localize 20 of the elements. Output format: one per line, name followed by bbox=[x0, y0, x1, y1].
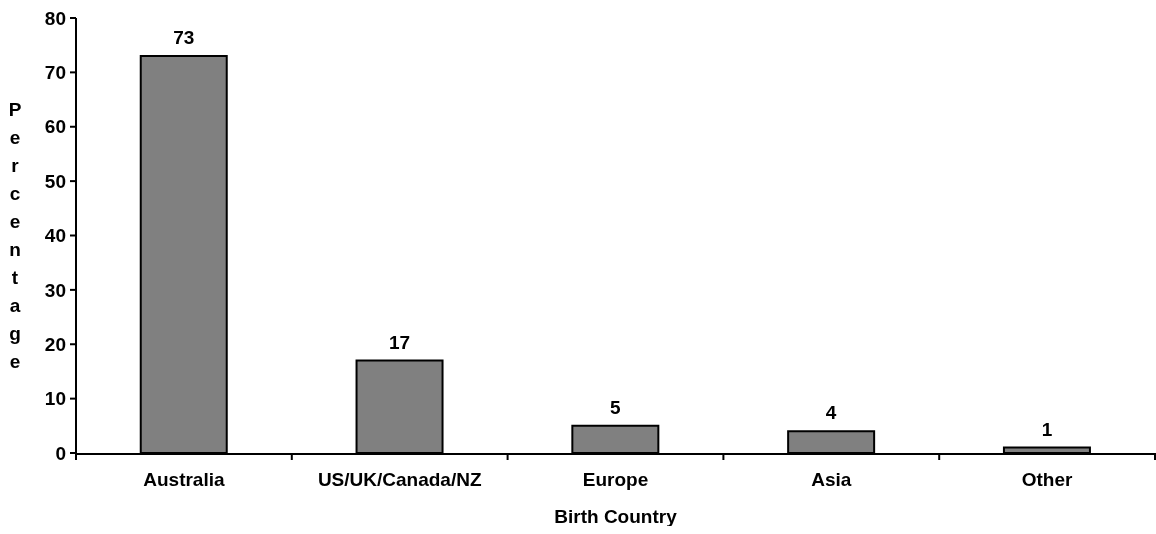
x-tick-label: US/UK/Canada/NZ bbox=[317, 469, 482, 491]
y-tick-label: 10 bbox=[44, 388, 66, 410]
y-tick-label: 80 bbox=[44, 7, 66, 29]
y-tick-label: 70 bbox=[44, 62, 66, 84]
data-label: 17 bbox=[388, 331, 411, 353]
x-tick-label: Europe bbox=[582, 469, 649, 491]
y-tick-label: 20 bbox=[44, 333, 66, 355]
data-label: 5 bbox=[610, 396, 622, 418]
data-label: 4 bbox=[825, 402, 837, 424]
data-label: 73 bbox=[173, 27, 195, 49]
x-tick-label: Australia bbox=[143, 469, 225, 491]
y-tick-label: 0 bbox=[55, 442, 66, 464]
x-tick-label: Asia bbox=[811, 469, 852, 491]
data-label: 1 bbox=[1041, 418, 1053, 440]
y-tick-label: 50 bbox=[44, 170, 66, 192]
x-tick-label: Other bbox=[1021, 469, 1074, 491]
y-tick-label: 60 bbox=[44, 116, 66, 138]
y-tick-label: 30 bbox=[44, 279, 66, 301]
y-tick-label: 40 bbox=[44, 225, 66, 247]
text: Percentage bbox=[8, 99, 22, 372]
